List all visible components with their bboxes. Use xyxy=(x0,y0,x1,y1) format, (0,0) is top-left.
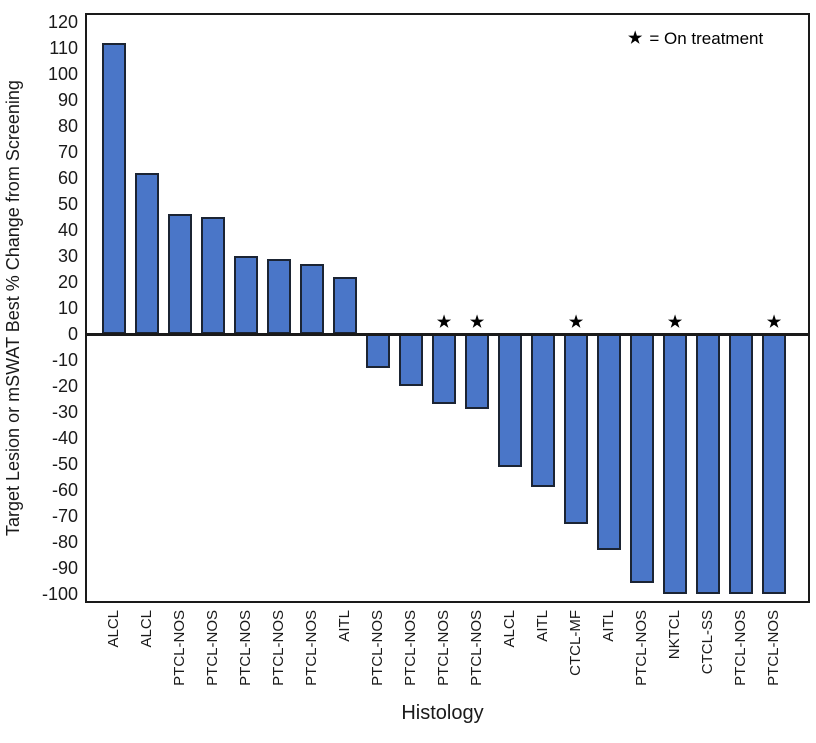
on-treatment-star-icon: ★ xyxy=(436,313,452,331)
zero-baseline xyxy=(85,332,810,336)
legend: ★ = On treatment xyxy=(628,29,763,49)
x-tick-label-ptcl-nos: PTCL-NOS xyxy=(732,610,749,686)
y-tick-label: 0 xyxy=(67,323,78,344)
legend-label: = On treatment xyxy=(649,29,764,48)
x-tick-label-ptcl-nos: PTCL-NOS xyxy=(633,610,650,686)
y-tick-label: -80 xyxy=(51,531,78,552)
bar-ptcl-nos-46 xyxy=(168,214,192,334)
on-treatment-star-icon: ★ xyxy=(469,313,485,331)
on-treatment-star-icon: ★ xyxy=(766,313,782,331)
x-tick-label-aitl: AITL xyxy=(336,610,353,642)
y-tick-label: -50 xyxy=(51,453,78,474)
bar-ptcl-nos--20 xyxy=(399,333,423,386)
y-tick-label: 60 xyxy=(57,168,78,189)
x-tick-label-ptcl-nos: PTCL-NOS xyxy=(468,610,485,686)
y-tick-label: 30 xyxy=(57,246,78,267)
x-tick-label-ptcl-nos: PTCL-NOS xyxy=(303,610,320,686)
x-tick-label-ptcl-nos: PTCL-NOS xyxy=(435,610,452,686)
y-tick-label: 80 xyxy=(57,116,78,137)
y-tick-label: 120 xyxy=(47,12,78,33)
bar-ptcl-nos--96 xyxy=(630,333,654,584)
y-tick-label: -10 xyxy=(51,349,78,370)
bar-alcl--51 xyxy=(498,333,522,467)
y-tick-label: -40 xyxy=(51,427,78,448)
x-tick-label-alcl: ALCL xyxy=(138,610,155,648)
y-tick-label: -20 xyxy=(51,375,78,396)
x-tick-label-alcl: ALCL xyxy=(105,610,122,648)
y-tick-label: -60 xyxy=(51,479,78,500)
x-tick-label-aitl: AITL xyxy=(600,610,617,642)
star-icon: ★ xyxy=(628,30,643,47)
bar-aitl--83 xyxy=(597,333,621,550)
x-tick-label-aitl: AITL xyxy=(534,610,551,642)
bar-ptcl-nos-27 xyxy=(300,263,324,334)
x-tick-label-ctcl-mf: CTCL-MF xyxy=(567,610,584,676)
bar-ptcl-nos--100 xyxy=(729,333,753,594)
bar-aitl--59 xyxy=(531,333,555,488)
x-tick-label-ptcl-nos: PTCL-NOS xyxy=(270,610,287,686)
x-tick-label-nktcl: NKTCL xyxy=(666,610,683,660)
on-treatment-star-icon: ★ xyxy=(667,313,683,331)
bar-nktcl--100 xyxy=(663,333,687,594)
y-tick-label: 90 xyxy=(57,90,78,111)
y-tick-label: 40 xyxy=(57,220,78,241)
bar-ptcl-nos--27 xyxy=(432,333,456,405)
x-tick-label-ptcl-nos: PTCL-NOS xyxy=(237,610,254,686)
y-tick-label: 50 xyxy=(57,194,78,215)
bar-aitl-22 xyxy=(333,276,357,334)
bar-ptcl-nos--29 xyxy=(465,333,489,410)
x-tick-label-ptcl-nos: PTCL-NOS xyxy=(402,610,419,686)
x-tick-label-ptcl-nos: PTCL-NOS xyxy=(171,610,188,686)
x-axis-title: Histology xyxy=(401,702,484,724)
x-tick-label-alcl: ALCL xyxy=(501,610,518,648)
y-tick-label: -30 xyxy=(51,401,78,422)
y-tick-label: 70 xyxy=(57,142,78,163)
bar-alcl-112 xyxy=(102,42,126,334)
bar-ptcl-nos--13 xyxy=(366,333,390,368)
y-tick-label: -90 xyxy=(51,557,78,578)
bar-ptcl-nos-30 xyxy=(234,256,258,334)
y-tick-label: 110 xyxy=(49,38,78,59)
y-tick-label: 10 xyxy=(57,298,78,318)
x-tick-label-ptcl-nos: PTCL-NOS xyxy=(765,610,782,686)
bar-ctcl-ss--100 xyxy=(696,333,720,594)
bar-ptcl-nos-29 xyxy=(267,258,291,334)
bar-alcl-62 xyxy=(135,172,159,334)
x-tick-label-ptcl-nos: PTCL-NOS xyxy=(369,610,386,686)
y-tick-label: -100 xyxy=(41,583,78,604)
y-tick-label: 20 xyxy=(57,272,78,292)
on-treatment-star-icon: ★ xyxy=(568,313,584,331)
x-tick-label-ctcl-ss: CTCL-SS xyxy=(699,610,716,675)
y-tick-label: 100 xyxy=(47,64,78,85)
bar-ctcl-mf--73 xyxy=(564,333,588,524)
x-tick-label-ptcl-nos: PTCL-NOS xyxy=(204,610,221,686)
bar-ptcl-nos--100 xyxy=(762,333,786,594)
bar-ptcl-nos-45 xyxy=(201,217,225,334)
y-tick-label: -70 xyxy=(51,505,78,526)
